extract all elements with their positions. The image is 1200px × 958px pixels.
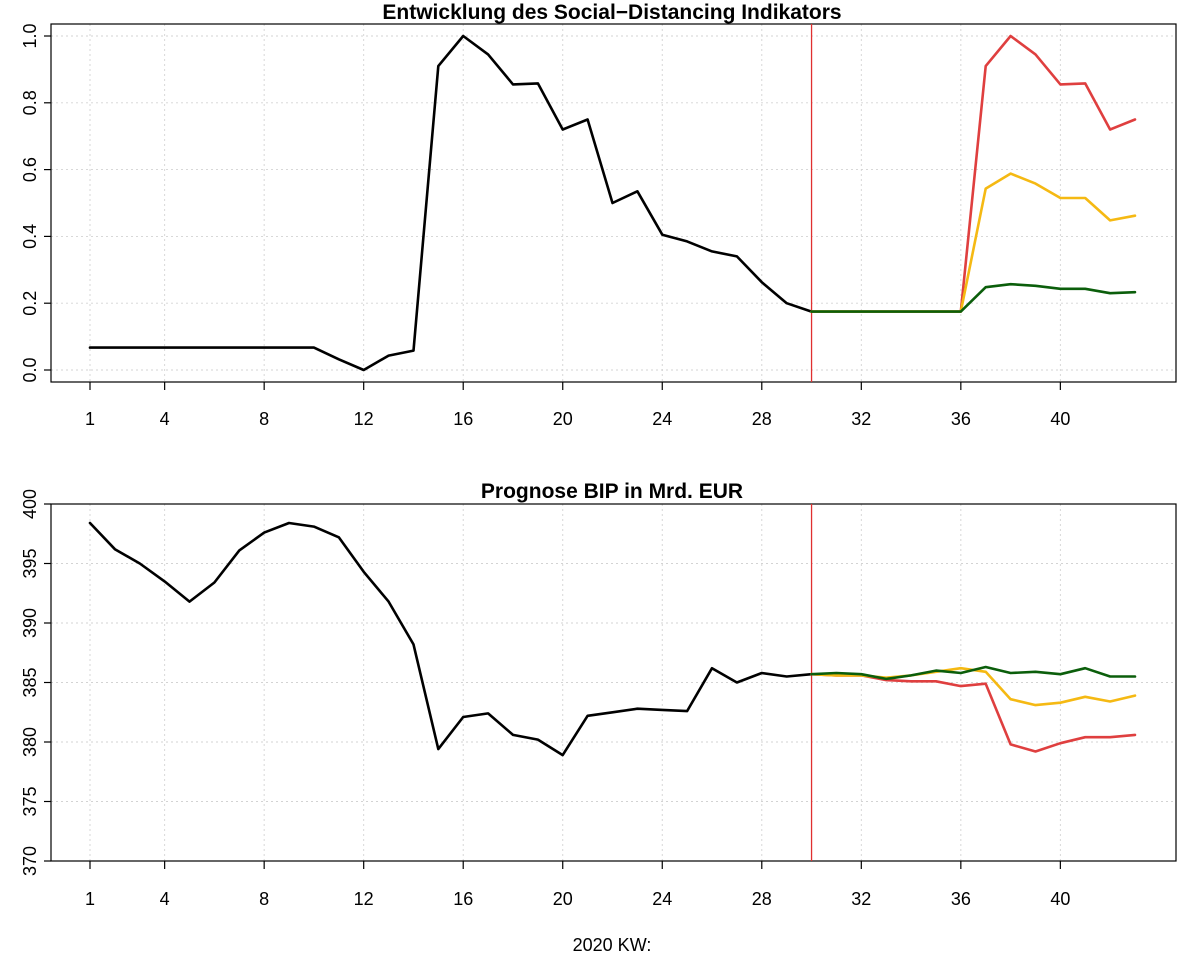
y-tick-label: 0.2: [20, 291, 40, 316]
panel-social-distancing: 0.0 0.2 0.4 0.6 0.8 1.0 1 4 8 12 16 20 24 28 32 36 40 Ent…: [20, 1, 1177, 429]
chart-title: Prognose BIP in Mrd. EUR: [481, 480, 743, 503]
y-tick-label: 385: [20, 667, 40, 697]
x-tick-label: 16: [453, 409, 473, 429]
plot-frame: [50, 23, 1177, 383]
y-tick-label: 390: [20, 608, 40, 638]
x-axis-label: 2020 KW:: [573, 935, 652, 955]
y-tick-label: 370: [20, 846, 40, 876]
x-tick-label: 24: [652, 889, 672, 909]
series-line-history: [88, 34, 813, 372]
y-tick-label: 1.0: [20, 23, 40, 48]
x-tick-label: 32: [851, 409, 871, 429]
x-tick-label: 36: [951, 889, 971, 909]
panel-bip-forecast: 370 375 380 385 390 395 400 1 4 8 12 16 20 24 28 32 36 40…: [20, 480, 1177, 909]
x-tick-label: 16: [453, 889, 473, 909]
series-line-red: [810, 672, 1137, 753]
x-tick-label: 32: [851, 889, 871, 909]
x-tick-label: 4: [160, 889, 170, 909]
x-tick-label: 20: [553, 409, 573, 429]
x-tick-label: 8: [259, 889, 269, 909]
series-line-green: [810, 665, 1137, 681]
x-tick-label: 28: [752, 889, 772, 909]
x-tick-label: 24: [652, 409, 672, 429]
series-line-green: [810, 282, 1137, 313]
x-tick-label: 36: [951, 409, 971, 429]
x-tick-label: 12: [354, 409, 374, 429]
chart-title: Entwicklung des Social−Distancing Indika…: [382, 1, 841, 24]
y-tick-label: 0.0: [20, 357, 40, 382]
x-tick-label: 12: [354, 889, 374, 909]
y-tick-label: 0.6: [20, 157, 40, 182]
x-tick-label: 8: [259, 409, 269, 429]
y-tick-label: 0.4: [20, 224, 40, 249]
x-tick-label: 40: [1050, 889, 1070, 909]
x-tick-label: 4: [160, 409, 170, 429]
y-tick-label: 380: [20, 727, 40, 757]
x-tick-label: 20: [553, 889, 573, 909]
y-tick-label: 0.8: [20, 90, 40, 115]
x-tick-label: 40: [1050, 409, 1070, 429]
y-tick-label: 375: [20, 786, 40, 816]
x-tick-label: 1: [85, 889, 95, 909]
y-tick-label: 395: [20, 548, 40, 578]
series-line-history: [88, 521, 813, 757]
x-tick-label: 1: [85, 409, 95, 429]
x-tick-label: 28: [752, 409, 772, 429]
series-line-red: [810, 34, 1137, 313]
y-tick-label: 400: [20, 489, 40, 519]
